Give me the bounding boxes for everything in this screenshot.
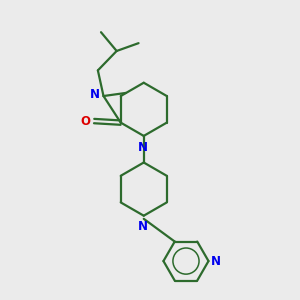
Text: N: N [138, 220, 148, 233]
Text: N: N [138, 141, 148, 154]
Text: O: O [80, 115, 90, 128]
Text: N: N [211, 255, 221, 268]
Text: N: N [90, 88, 100, 101]
